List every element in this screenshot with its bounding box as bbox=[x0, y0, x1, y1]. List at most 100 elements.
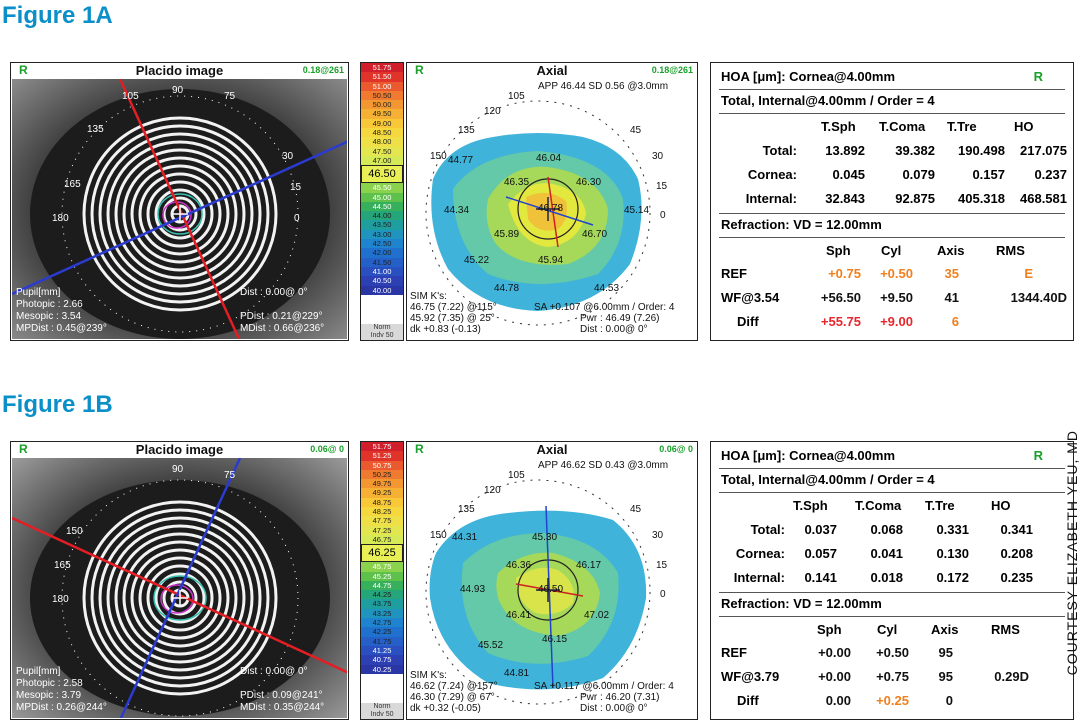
cell: 0.29D bbox=[994, 669, 1029, 684]
angle-label: 75 bbox=[224, 91, 236, 102]
cell: +0.25 bbox=[876, 693, 909, 708]
scale-cell: 47.25 bbox=[361, 525, 403, 535]
cell: 0.045 bbox=[832, 167, 865, 182]
k-reading: 46.04 bbox=[536, 153, 562, 164]
col-header: Axis bbox=[931, 622, 959, 637]
cell: +55.75 bbox=[820, 314, 861, 329]
figure-1b-title: Figure 1B bbox=[2, 391, 113, 418]
angle-label: 135 bbox=[87, 124, 104, 135]
scale-cell: 41.50 bbox=[361, 257, 403, 267]
scale-cell: 43.25 bbox=[361, 608, 403, 619]
scale-cell: 49.75 bbox=[361, 479, 403, 489]
k-reading: 45.89 bbox=[494, 229, 520, 240]
cell: +0.00 bbox=[818, 669, 851, 684]
cell: 95 bbox=[938, 669, 953, 684]
angle-label: 135 bbox=[458, 504, 475, 515]
col-header: Cyl bbox=[877, 622, 898, 637]
sim-k-label: SIM K's: bbox=[410, 670, 447, 681]
scale-cell: 41.00 bbox=[361, 266, 403, 277]
cell: 190.498 bbox=[958, 143, 1005, 158]
k-reading: 46.41 bbox=[506, 610, 532, 621]
cell: 35 bbox=[944, 266, 959, 281]
row-label: REF bbox=[721, 645, 747, 660]
angle-label: 135 bbox=[458, 125, 475, 136]
row-label: Internal: bbox=[733, 570, 785, 585]
col-header: Axis bbox=[937, 243, 965, 258]
pupil-info: Pupil[mm] Photopic : 2.58 Mesopic : 3.79… bbox=[16, 666, 107, 714]
scale-cell: 44.75 bbox=[361, 580, 403, 591]
sim-k-block: SIM K's: 46.62 (7.24) @157° 46.30 (7.29)… bbox=[410, 670, 498, 714]
cell: 0.00 bbox=[825, 693, 851, 708]
k-reading: 47.02 bbox=[584, 610, 610, 621]
cell: 32.843 bbox=[825, 191, 865, 206]
k-reading: 44.81 bbox=[504, 668, 530, 679]
eye-side-label: R bbox=[19, 63, 28, 77]
pwr-value: Pwr : 46.49 (7.26) bbox=[580, 313, 660, 324]
angle-label: 165 bbox=[64, 179, 81, 190]
hoa-panel-b: HOA [μm]: Cornea@4.00mm R Total, Interna… bbox=[710, 441, 1074, 720]
k-reading: 46.78 bbox=[538, 203, 564, 214]
col-header: T.Coma bbox=[879, 119, 926, 134]
scale-cell: 50.75 bbox=[361, 460, 403, 470]
scale-cell: 50.00 bbox=[361, 100, 403, 110]
scale-cell: 41.25 bbox=[361, 645, 403, 656]
panel-value: 0.06@ 0 bbox=[659, 444, 693, 454]
angle-label: 30 bbox=[282, 151, 294, 162]
figure-1a-title: Figure 1A bbox=[2, 2, 113, 29]
sa-value: SA +0.107 @6.00mm / Order: 4 bbox=[534, 302, 675, 313]
color-scale-b: 51.75 51.25 50.75 50.25 49.75 49.25 48.75 48.25… bbox=[360, 441, 404, 720]
cell: 217.075 bbox=[1020, 143, 1067, 158]
cell: +0.50 bbox=[876, 645, 909, 660]
scale-cell: 48.25 bbox=[361, 507, 403, 517]
row-label: WF@3.54 bbox=[721, 290, 780, 305]
placido-panel-a: R Placido image 0.18@261 bbox=[10, 62, 349, 341]
mpdist-value: MPDist : 0.45@239° bbox=[16, 323, 107, 334]
col-header: T.Sph bbox=[793, 498, 828, 513]
col-header: T.Tre bbox=[947, 119, 977, 134]
axial-header-b: R Axial 0.06@ 0 bbox=[407, 442, 697, 458]
scale-cell: 51.00 bbox=[361, 81, 403, 91]
k-reading: 46.17 bbox=[576, 560, 602, 571]
scale-cell: 41.75 bbox=[361, 636, 403, 646]
angle-label: 15 bbox=[656, 181, 668, 192]
hoa-title: HOA [μm]: Cornea@4.00mm bbox=[721, 448, 896, 463]
col-header: HO bbox=[1014, 119, 1034, 134]
scale-cell: 44.50 bbox=[361, 201, 403, 212]
photopic-value: Photopic : 2.58 bbox=[16, 678, 83, 689]
k-reading: 44.34 bbox=[444, 205, 470, 216]
hoa-title: HOA [μm]: Cornea@4.00mm bbox=[721, 69, 896, 84]
cell: 1344.40D bbox=[1010, 290, 1067, 305]
mdist-value: MDist : 0.35@244° bbox=[240, 702, 325, 713]
scale-cell: 40.75 bbox=[361, 655, 403, 665]
scale-cell: 40.25 bbox=[361, 664, 403, 674]
angle-label: 120 bbox=[484, 106, 501, 117]
row-label: Cornea: bbox=[735, 546, 785, 561]
panel-title: Placido image bbox=[135, 63, 224, 78]
scale-cell: 42.25 bbox=[361, 627, 403, 637]
col-header: Cyl bbox=[881, 243, 902, 258]
k-reading: 46.36 bbox=[506, 560, 532, 571]
scale-cell: 42.75 bbox=[361, 618, 403, 628]
col-header: T.Tre bbox=[925, 498, 955, 513]
mesopic-value: Mesopic : 3.54 bbox=[16, 311, 82, 322]
dist-value: Dist : 0.00@ 0° bbox=[240, 666, 308, 677]
axial-header-a: R Axial 0.18@261 bbox=[407, 63, 697, 79]
k-reading: 46.50 bbox=[538, 584, 564, 595]
scale-cell: 47.75 bbox=[361, 516, 403, 526]
cell: 0.141 bbox=[804, 570, 837, 585]
panel-title: Axial bbox=[536, 442, 568, 457]
cell: 0.079 bbox=[902, 167, 935, 182]
sim-k-block: SIM K's: 46.75 (7.22) @115° 45.92 (7.35)… bbox=[410, 291, 497, 335]
scale-cell: 51.50 bbox=[361, 72, 403, 82]
scale-cell: 49.00 bbox=[361, 118, 403, 129]
hoa-subtitle: Total, Internal@4.00mm / Order = 4 bbox=[721, 93, 935, 108]
scale-selected-value: 46.50 bbox=[361, 165, 403, 184]
scale-cell: 43.75 bbox=[361, 599, 403, 609]
panel-title: Axial bbox=[536, 63, 568, 78]
apparent-k: APP 46.62 SD 0.43 @3.0mm bbox=[538, 460, 669, 471]
cell: 0.331 bbox=[936, 522, 969, 537]
angle-label: 105 bbox=[508, 91, 525, 102]
angle-label: 105 bbox=[508, 470, 525, 481]
row-label: Diff bbox=[737, 314, 759, 329]
refraction-title: Refraction: VD = 12.00mm bbox=[721, 596, 882, 611]
